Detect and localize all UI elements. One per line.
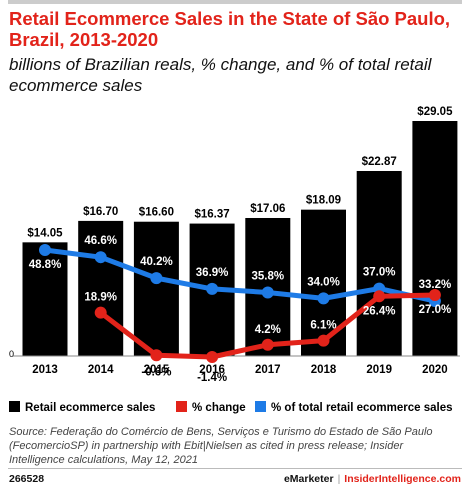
- change-value-label: 4.2%: [255, 324, 281, 336]
- share-point: [261, 286, 274, 299]
- change-value-label: 27.0%: [419, 304, 452, 316]
- change-value-label: 26.4%: [363, 305, 396, 317]
- bar-value-label: $16.37: [195, 209, 230, 221]
- share-value-label: 48.8%: [29, 259, 62, 271]
- chart-title: Retail Ecommerce Sales in the State of S…: [9, 8, 451, 50]
- change-point: [261, 338, 274, 351]
- bar-2019: [356, 170, 402, 356]
- share-value-label: 46.6%: [84, 235, 117, 247]
- brand-separator: |: [337, 473, 341, 485]
- chart-subtitle: billions of Brazilian reals, % change, a…: [9, 55, 432, 95]
- change-point: [94, 306, 107, 319]
- share-value-label: 35.8%: [251, 271, 284, 283]
- share-point: [94, 251, 107, 264]
- legend-swatch: [176, 401, 187, 412]
- change-value-label: -0.6%: [141, 366, 171, 378]
- change-value-label: 6.1%: [310, 320, 336, 332]
- source-note: Source: Federação do Comércio de Bens, S…: [9, 426, 433, 466]
- bar-value-label: $17.06: [250, 203, 285, 215]
- bar-value-label: $16.60: [139, 207, 174, 219]
- share-value-label: 37.0%: [363, 267, 396, 279]
- change-point: [206, 351, 219, 363]
- brand-emarketer: eMarketer: [283, 473, 334, 485]
- share-value-label: 33.2%: [419, 279, 452, 291]
- legend-label: % of total retail ecommerce sales: [271, 402, 453, 414]
- legend-swatch: [9, 401, 20, 412]
- x-tick-label: 2020: [422, 364, 448, 376]
- chart: $14.05 2013 $16.70 2014 $16.60 2015 $16.37 2016…: [9, 106, 460, 414]
- share-value-label: 40.2%: [140, 256, 173, 268]
- share-point: [206, 282, 219, 295]
- bar-value-label: $18.09: [306, 195, 341, 207]
- x-tick-label: 2016: [199, 364, 225, 376]
- top-rule: [8, 0, 462, 4]
- bar-value-label: $22.87: [362, 156, 397, 168]
- share-point: [150, 272, 163, 285]
- share-point: [39, 244, 51, 256]
- y-tick-label: 0: [9, 349, 14, 359]
- change-value-label: -1.4%: [197, 372, 227, 384]
- change-point: [373, 290, 386, 303]
- legend-label: % change: [192, 402, 246, 414]
- legend-label: Retail ecommerce sales: [25, 402, 155, 414]
- bar-2014: [78, 220, 124, 356]
- x-tick-label: 2019: [366, 364, 392, 376]
- change-point: [428, 289, 441, 301]
- bar-value-label: $14.05: [27, 227, 63, 239]
- share-line: [42, 247, 438, 304]
- bar-value-label: $16.70: [83, 206, 118, 218]
- bar-value-label: $29.05: [417, 106, 453, 118]
- brand-insider-intelligence[interactable]: InsiderIntelligence.com: [344, 473, 461, 485]
- x-tick-label: 2018: [311, 364, 337, 376]
- legend-swatch: [255, 401, 266, 412]
- x-tick-label: 2013: [32, 364, 58, 376]
- share-value-label: 36.9%: [196, 267, 229, 279]
- change-value-label: 18.9%: [84, 292, 117, 304]
- x-tick-label: 2014: [88, 364, 114, 376]
- change-point: [150, 349, 163, 362]
- footer-rule: [8, 468, 462, 469]
- x-tick-label: 2015: [144, 364, 170, 376]
- footer-brand: eMarketer | InsiderIntelligence.com: [284, 473, 461, 485]
- chart-id: 266528: [9, 473, 45, 485]
- share-point: [317, 292, 330, 305]
- bar-2020: [412, 121, 458, 356]
- share-value-label: 34.0%: [307, 276, 340, 288]
- bar-2013: [22, 242, 68, 356]
- bar-2015: [133, 221, 179, 356]
- x-tick-label: 2017: [255, 364, 281, 376]
- change-point: [317, 334, 330, 347]
